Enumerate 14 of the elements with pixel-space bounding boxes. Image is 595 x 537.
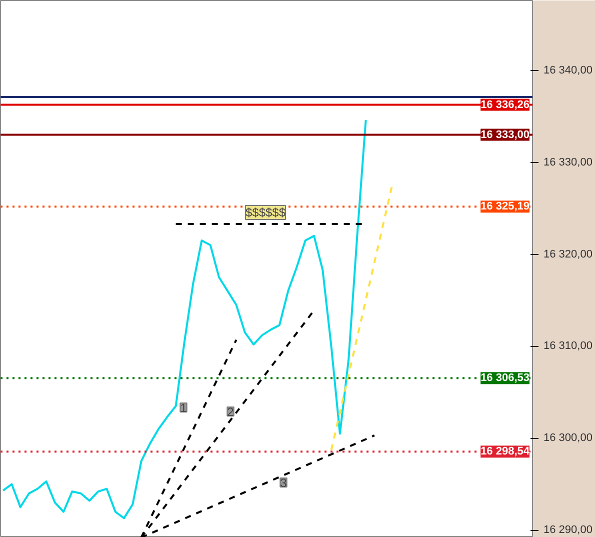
ref-line-label: 16 298,54 — [480, 446, 530, 458]
y-tick-label: 16 300,00 — [544, 432, 592, 444]
annotation: 1 — [180, 401, 188, 415]
y-tick-label: 16 330,00 — [544, 156, 592, 168]
ref-line-label: 16 336,26 — [480, 98, 530, 111]
ref-line-label: 16 325,19 — [480, 200, 530, 213]
y-tick-label: 16 320,00 — [544, 248, 592, 260]
y-tick-label: 16 340,00 — [544, 64, 592, 76]
annotation: 2 — [227, 405, 234, 419]
ref-line-label: 16 333,00 — [480, 128, 530, 141]
annotation: 3 — [280, 476, 288, 490]
ref-line-label: 16 306,53 — [480, 372, 530, 384]
y-tick-label: 16 310,00 — [544, 340, 592, 352]
y-tick-label: 16 290,00 — [544, 524, 592, 536]
